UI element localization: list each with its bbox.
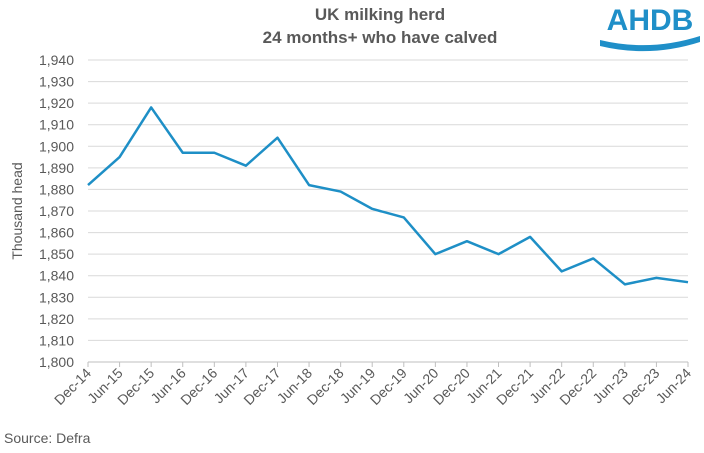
logo: AHDB: [607, 4, 694, 37]
x-tick-label: Jun-24: [653, 365, 695, 407]
y-tick-label: 1,820: [39, 311, 74, 327]
source: Source: Defra: [4, 430, 91, 446]
chart-subtitle: 24 months+ who have calved: [263, 28, 498, 47]
y-tick-label: 1,850: [39, 246, 74, 262]
x-tick-label: Dec-14: [51, 365, 94, 408]
y-tick-label: 1,800: [39, 354, 74, 370]
y-tick-label: 1,940: [39, 52, 74, 68]
y-tick-label: 1,880: [39, 181, 74, 197]
y-tick-label: 1,890: [39, 160, 74, 176]
y-tick-label: 1,860: [39, 225, 74, 241]
y-tick-label: 1,810: [39, 332, 74, 348]
logo-wave: [600, 36, 700, 52]
y-tick-label: 1,900: [39, 138, 74, 154]
y-tick-label: 1,840: [39, 268, 74, 284]
y-axis-label: Thousand head: [9, 162, 25, 259]
y-tick-label: 1,910: [39, 117, 74, 133]
y-tick-label: 1,870: [39, 203, 74, 219]
y-tick-label: 1,920: [39, 95, 74, 111]
y-tick-label: 1,830: [39, 289, 74, 305]
y-tick-label: 1,930: [39, 74, 74, 90]
chart-title: UK milking herd: [315, 5, 445, 24]
data-line: [87, 106, 689, 286]
